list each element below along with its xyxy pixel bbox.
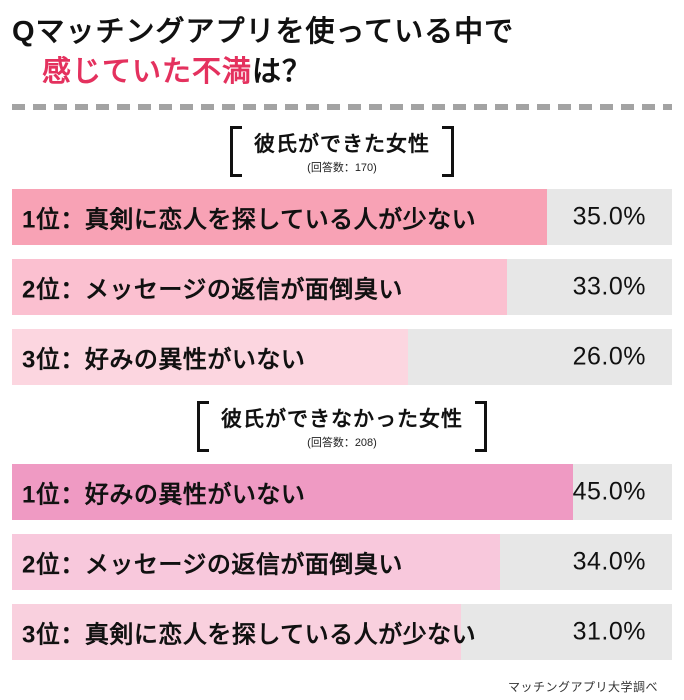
section-respondent-count: (回答数：208) [307, 437, 377, 450]
bar-fill [12, 534, 501, 591]
bar-label: 3位：真剣に恋人を探している人が少ない [22, 621, 477, 649]
section-got-boyfriend: 彼氏ができた女性 (回答数：170) 1位：真剣に恋人を探している人が少ない 35… [12, 126, 672, 386]
bar-row: 1位：好みの異性がいない 45.0% [12, 464, 672, 521]
bar-fill [12, 189, 547, 246]
section-header-text: 彼氏ができた女性 (回答数：170) [252, 126, 432, 177]
bar-fill [12, 604, 461, 661]
section-title: 彼氏ができた女性 [254, 133, 430, 157]
bar-row: 3位：真剣に恋人を探している人が少ない 31.0% [12, 604, 672, 661]
section-header-text: 彼氏ができなかった女性 (回答数：208) [219, 401, 465, 452]
bar-label: 1位：好みの異性がいない [22, 481, 306, 509]
bar-fill [12, 464, 573, 521]
source-credit: マッチングアプリ大学調べ [507, 680, 658, 695]
bar-label: 1位：真剣に恋人を探している人が少ない [22, 206, 477, 234]
dashed-divider [12, 104, 672, 111]
bar-percentage: 33.0% [572, 272, 646, 301]
section-header: 彼氏ができなかった女性 (回答数：208) [12, 401, 672, 453]
bracket-left-icon [230, 126, 242, 178]
bar-row: 2位：メッセージの返信が面倒臭い 34.0% [12, 534, 672, 591]
bar-percentage: 31.0% [572, 617, 646, 646]
title-rest: は？ [252, 56, 313, 89]
bar-row: 3位：好みの異性がいない 26.0% [12, 329, 672, 386]
bar-percentage: 45.0% [572, 477, 646, 506]
bracket-left-icon [197, 401, 209, 453]
bar-list: 1位：好みの異性がいない 45.0% 2位：メッセージの返信が面倒臭い 34.0% 3位… [12, 464, 672, 661]
bar-percentage: 26.0% [572, 342, 646, 371]
section-header: 彼氏ができた女性 (回答数：170) [12, 126, 672, 178]
bracket-right-icon [475, 401, 487, 453]
bar-fill [12, 259, 507, 316]
bracket-right-icon [442, 126, 454, 178]
section-respondent-count: (回答数：170) [307, 162, 377, 175]
section-title: 彼氏ができなかった女性 [221, 408, 463, 432]
bar-fill [12, 329, 408, 386]
section-no-boyfriend: 彼氏ができなかった女性 (回答数：208) 1位：好みの異性がいない 45.0% 2… [12, 401, 672, 661]
bar-row: 1位：真剣に恋人を探している人が少ない 35.0% [12, 189, 672, 246]
page-title: Qマッチングアプリを使っている中で 感じていた不満は？ [12, 12, 672, 92]
bar-percentage: 35.0% [572, 202, 646, 231]
bar-row: 2位：メッセージの返信が面倒臭い 33.0% [12, 259, 672, 316]
bar-label: 3位：好みの異性がいない [22, 346, 306, 374]
bar-percentage: 34.0% [572, 547, 646, 576]
bar-label: 2位：メッセージの返信が面倒臭い [22, 551, 403, 579]
bar-list: 1位：真剣に恋人を探している人が少ない 35.0% 2位：メッセージの返信が面倒臭い… [12, 189, 672, 386]
bar-label: 2位：メッセージの返信が面倒臭い [22, 276, 403, 304]
title-line-1: Qマッチングアプリを使っている中で [12, 16, 515, 48]
title-line-2: 感じていた不満は？ [12, 52, 672, 92]
title-highlight: 感じていた不満 [42, 56, 253, 89]
